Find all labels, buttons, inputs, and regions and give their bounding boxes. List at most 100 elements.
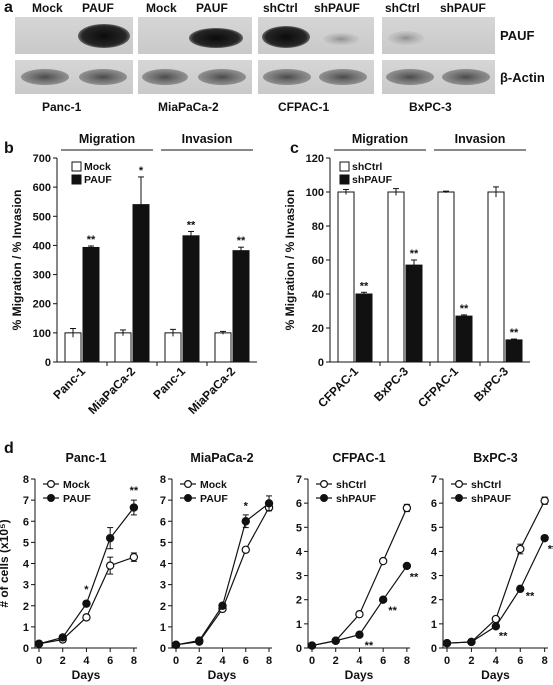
y-tick-label: 100 xyxy=(33,328,51,340)
x-tick-label: 0 xyxy=(444,655,450,667)
x-tick-label: 8 xyxy=(404,655,410,667)
significance-label: ** xyxy=(237,235,246,247)
bar xyxy=(82,246,100,363)
data-point xyxy=(241,517,250,526)
y-tick-label: 0 xyxy=(318,357,324,369)
legend-label: Mock xyxy=(84,161,111,173)
y-tick-label: 1 xyxy=(160,622,166,634)
data-point xyxy=(331,636,340,645)
chart-d4: 0 1 2 3 4 5 6 7 0 2 4 6 8 Days BxPC-3 shCtrl shPAUF ** ** *… xyxy=(431,451,553,682)
legend-swatch xyxy=(339,174,350,185)
y-tick-label: 8 xyxy=(160,474,166,486)
data-point xyxy=(307,641,317,650)
significance-label: ** xyxy=(87,234,96,246)
y-tick-label: 7 xyxy=(23,495,29,507)
bar xyxy=(387,191,405,363)
bar xyxy=(455,315,473,363)
x-tick-label: 0 xyxy=(36,655,42,667)
bar xyxy=(114,332,132,363)
chart-d2: 0 1 2 3 4 5 6 7 8 0 2 4 6 8 Days MiaPaCa-2 Mock PAUF * xyxy=(160,451,274,682)
category-label: BxPC-3 xyxy=(371,364,411,404)
data-point xyxy=(129,503,139,512)
y-tick-label: 40 xyxy=(312,289,324,301)
x-tick-label: 0 xyxy=(173,655,179,667)
pauf-band xyxy=(78,24,130,48)
y-tick-label: 6 xyxy=(23,516,29,528)
significance-label: ** xyxy=(360,280,369,292)
actin-band xyxy=(198,69,246,85)
category-label: CFPAC-1 xyxy=(415,364,461,410)
bar xyxy=(355,293,373,363)
significance-label: ** xyxy=(130,485,139,497)
y-tick-label: 1 xyxy=(296,619,302,631)
category-label: BxPC-3 xyxy=(471,364,511,404)
significance-label: * xyxy=(139,165,144,177)
group-label: Invasion xyxy=(455,132,506,146)
data-point xyxy=(105,533,115,543)
actin-band xyxy=(319,69,367,85)
data-point xyxy=(402,503,412,513)
lane-label-mock: Mock xyxy=(146,1,177,15)
data-point xyxy=(540,533,549,543)
category-label: Panc-1 xyxy=(50,364,88,402)
data-point xyxy=(491,622,501,631)
y-tick-label: 4 xyxy=(23,559,30,571)
chart-title: Panc-1 xyxy=(66,451,107,465)
data-point xyxy=(241,545,250,554)
category-label: MiaPaCa-2 xyxy=(185,364,238,417)
x-tick-label: 8 xyxy=(131,655,137,667)
chart-title: MiaPaCa-2 xyxy=(190,451,253,465)
bar xyxy=(337,191,355,363)
actin-band xyxy=(21,69,69,85)
y-tick-label: 3 xyxy=(296,571,302,583)
row-label-pauf: PAUF xyxy=(500,28,534,43)
y-tick-label: 4 xyxy=(431,546,438,558)
y-axis-label: % Migration / % Invasion xyxy=(10,190,24,331)
y-tick-label: 700 xyxy=(33,153,51,165)
legend-label: PAUF xyxy=(200,493,228,505)
y-tick-label: 200 xyxy=(33,299,51,311)
actin-band xyxy=(386,69,434,85)
data-point xyxy=(378,556,388,566)
chart-c: 0 20 40 60 80 100 120 ** CFPAC-1 ** BxPC-3 ** CFPAC-… xyxy=(283,132,530,410)
significance-label: ** xyxy=(548,544,553,556)
data-point xyxy=(58,633,67,642)
panel-label-b: b xyxy=(4,140,14,157)
significance-label: ** xyxy=(510,327,519,339)
y-tick-label: 6 xyxy=(431,498,437,510)
lane-label-shpauf: shPAUF xyxy=(314,1,360,15)
y-tick-label: 100 xyxy=(306,187,324,199)
series-line xyxy=(311,507,408,647)
x-tick-label: 2 xyxy=(333,655,339,667)
y-tick-label: 8 xyxy=(23,474,29,486)
legend-swatch xyxy=(71,161,82,172)
chart-title: CFPAC-1 xyxy=(332,451,385,465)
x-tick-label: 6 xyxy=(107,655,113,667)
data-point xyxy=(264,499,274,508)
y-tick-label: 7 xyxy=(431,474,437,486)
group-label: Migration xyxy=(79,132,135,146)
x-tick-label: 4 xyxy=(356,655,363,667)
data-point xyxy=(442,638,452,648)
data-point xyxy=(82,599,91,608)
lane-label-shctrl: shCtrl xyxy=(385,1,420,15)
pauf-band-faint xyxy=(388,31,424,45)
legend-swatch xyxy=(339,161,350,172)
significance-label: ** xyxy=(410,248,419,260)
x-axis-label: Days xyxy=(345,668,374,682)
data-point xyxy=(82,613,91,622)
y-tick-label: 120 xyxy=(306,153,324,165)
cell-line-label: Panc-1 xyxy=(42,100,82,114)
bar xyxy=(182,235,200,363)
significance-label: ** xyxy=(365,640,374,652)
x-tick-label: 2 xyxy=(196,655,202,667)
data-point xyxy=(34,639,44,648)
y-tick-label: 3 xyxy=(431,571,437,583)
lane-label-shpauf: shPAUF xyxy=(440,1,486,15)
group-label: Migration xyxy=(352,132,408,146)
data-point xyxy=(355,630,364,639)
y-tick-label: 4 xyxy=(296,546,303,558)
legend-marker xyxy=(320,480,329,489)
group-label: Invasion xyxy=(182,132,233,146)
